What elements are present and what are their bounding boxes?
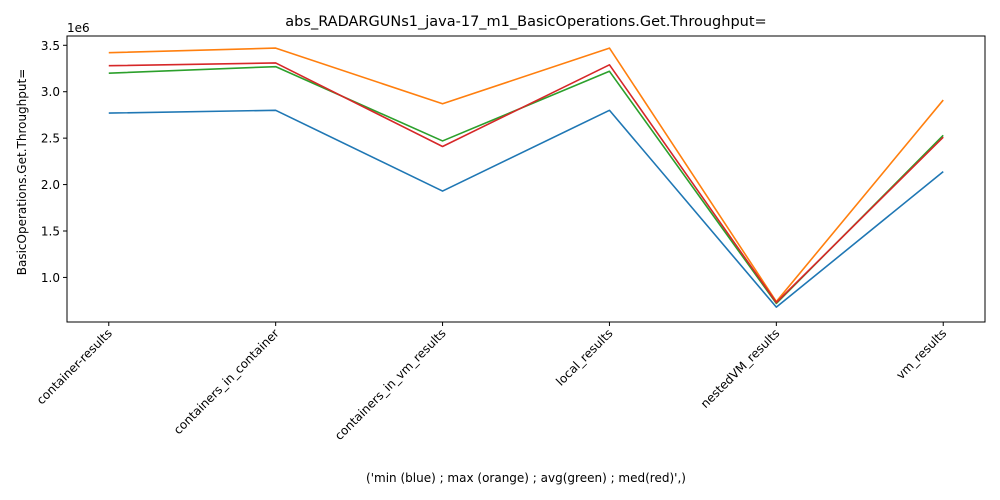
y-tick-label: 2.0 [41, 178, 60, 192]
y-offset-label: 1e6 [67, 21, 90, 35]
x-tick-label: containers_in_vm_results [332, 326, 449, 443]
axis-ticks: 1.0 1.5 2.0 2.5 3.0 3.5 container-results conta… [34, 39, 950, 443]
y-tick-label: 1.0 [41, 271, 60, 285]
y-tick-label: 2.5 [41, 132, 60, 146]
x-tick-label: nestedVM_results [698, 326, 783, 411]
x-tick-label: vm_results [893, 326, 949, 382]
x-tick-label: containers_in_container [171, 326, 282, 437]
chart-title: abs_RADARGUNs1_java-17_m1_BasicOperation… [285, 14, 766, 30]
series-line-1 [108, 47, 944, 303]
y-tick-label: 3.5 [41, 39, 60, 53]
y-tick-label: 3.0 [41, 85, 60, 99]
x-tick-label: container-results [34, 326, 115, 407]
axes-frame [66, 35, 986, 323]
y-axis-label: BasicOperations.Get.Throughput= [15, 69, 29, 276]
plot-area [108, 47, 944, 308]
series-line-0 [108, 109, 944, 308]
series-line-2 [108, 65, 944, 305]
x-tick-label: local_results [553, 326, 615, 388]
x-axis-label: ('min (blue) ; max (orange) ; avg(green)… [366, 471, 686, 485]
series-line-3 [108, 62, 944, 304]
y-tick-label: 1.5 [41, 225, 60, 239]
